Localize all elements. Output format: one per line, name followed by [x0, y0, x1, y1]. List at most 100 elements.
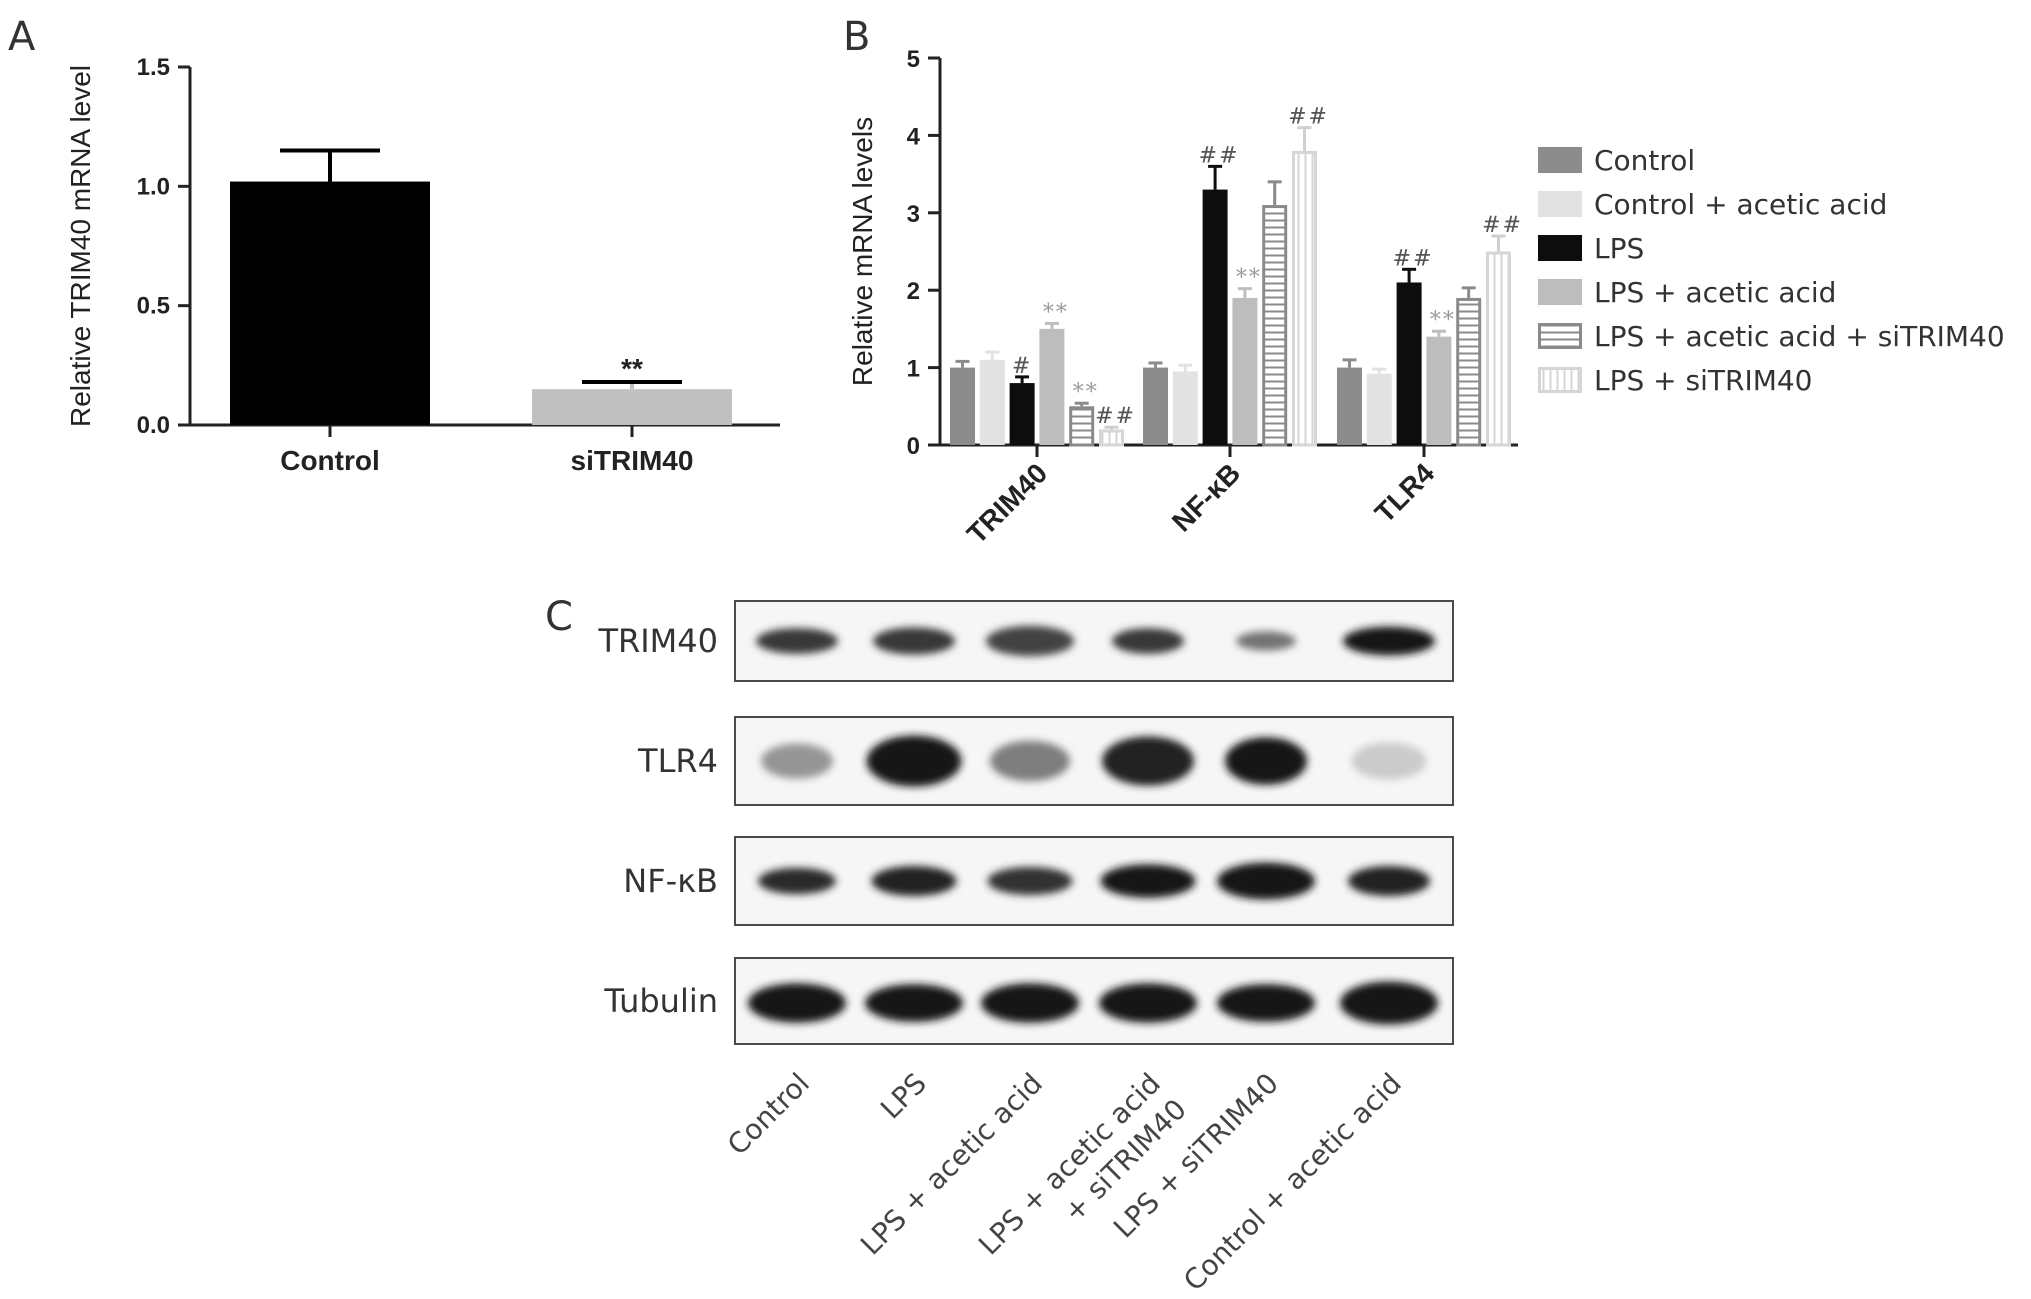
panel-c-letter: C	[545, 594, 573, 640]
legend-swatch	[1538, 323, 1582, 349]
chart-b-significance: **	[1236, 266, 1262, 291]
chart-b-bar	[1486, 251, 1511, 447]
blot-strip	[734, 716, 1454, 806]
panel-b-letter: B	[843, 14, 870, 60]
chart-b-bar	[1396, 282, 1422, 445]
chart-b-significance: ##	[1199, 143, 1240, 168]
chart-b-bar	[1202, 189, 1228, 445]
blot-band	[1099, 983, 1197, 1023]
chart-b-bar	[1143, 367, 1168, 445]
blot-band	[758, 867, 836, 895]
chart-b-significance: ##	[1095, 404, 1136, 429]
chart-a-category-label: Control	[280, 445, 380, 476]
chart-a-ytick-label: 1.0	[137, 173, 170, 200]
blot-strip	[734, 836, 1454, 926]
chart-b-significance: ##	[1288, 105, 1329, 130]
chart-b-bar	[1426, 336, 1452, 445]
blot-band	[1100, 864, 1196, 898]
chart-a-ytick-label: 1.5	[137, 54, 170, 81]
blot-band	[1343, 626, 1435, 656]
chart-b-legend: Control Control + acetic acid LPS LPS + ace…	[1538, 144, 2005, 397]
chart-b-ytick-label: 0	[907, 433, 920, 460]
chart-b-bar	[950, 367, 975, 445]
blot-row-label: TLR4	[637, 742, 718, 780]
chart-b-ytick-label: 3	[907, 201, 920, 228]
chart-b-significance: **	[1073, 380, 1099, 405]
chart-b-bar	[1232, 297, 1258, 445]
blot-band	[987, 866, 1073, 896]
blot-band	[873, 627, 955, 655]
chart-b-category-label: TRIM40	[961, 457, 1053, 549]
blot-band	[761, 743, 833, 779]
chart-b-bar	[1292, 150, 1317, 447]
chart-a-y-axis-title: Relative TRIM40 mRNA level	[65, 65, 96, 427]
blot-band	[1102, 736, 1194, 786]
blot-band	[986, 625, 1074, 657]
legend-swatch	[1538, 235, 1582, 261]
legend-label: LPS	[1594, 232, 1644, 265]
legend-swatch	[1538, 191, 1582, 217]
panel-a-letter: A	[8, 14, 36, 60]
chart-a: 0.0 0.5 1.0 1.5 Relative TRIM40 mRNA level Co…	[65, 54, 780, 476]
blot-row-label: Tubulin	[603, 982, 718, 1020]
chart-b-bar	[1039, 328, 1065, 445]
chart-a-bar	[230, 181, 430, 425]
blot-band	[756, 628, 838, 654]
blot-band	[1225, 737, 1307, 785]
blot-band	[866, 735, 962, 787]
blot-band	[1340, 981, 1438, 1025]
chart-b-bar	[1366, 373, 1392, 445]
chart-b-bar	[979, 359, 1005, 445]
chart-b-bar	[1262, 205, 1288, 447]
chart-a-significance: **	[621, 353, 643, 384]
chart-b-ytick-label: 2	[907, 278, 920, 305]
chart-b-significance: ##	[1482, 213, 1523, 238]
legend-label: Control + acetic acid	[1594, 188, 1887, 221]
blot-lane-label: Control	[721, 1067, 816, 1162]
blot-band	[865, 984, 963, 1022]
blot-band	[1236, 631, 1296, 651]
blot-band	[990, 740, 1070, 782]
chart-b-category-label: NF-κB	[1166, 457, 1246, 537]
chart-b-bar	[1172, 371, 1198, 445]
legend-swatch	[1538, 279, 1582, 305]
chart-b-category-label: TLR4	[1369, 457, 1441, 529]
blot-row-label: NF-κB	[623, 862, 718, 900]
chart-b-bar	[1337, 367, 1362, 445]
legend-swatch	[1538, 147, 1582, 173]
chart-b-ytick-label: 4	[907, 123, 921, 150]
blot-lane-label: LPS	[874, 1067, 933, 1126]
chart-b-bar	[1069, 406, 1095, 447]
blot-lane-label: Control + acetic acid	[1177, 1067, 1408, 1298]
legend-label: Control	[1594, 144, 1695, 177]
blot-strip	[734, 957, 1454, 1045]
chart-b-significance: #	[1012, 354, 1032, 379]
blot-band	[748, 983, 846, 1023]
blot-band	[1351, 742, 1427, 780]
chart-a-ytick-label: 0.0	[137, 412, 170, 439]
chart-b-y-axis-title: Relative mRNA levels	[847, 117, 878, 386]
chart-a-ytick-label: 0.5	[137, 293, 170, 320]
legend-label: LPS + siTRIM40	[1594, 364, 1813, 397]
legend-label: LPS + acetic acid + siTRIM40	[1594, 320, 2005, 353]
blot-band	[1112, 628, 1184, 654]
chart-b-bar	[1009, 383, 1035, 445]
chart-b: 0 1 2 3 4 5 Relative mRNA levels TRIM40 NF-κB TLR…	[847, 46, 1523, 550]
legend-swatch	[1538, 367, 1582, 393]
chart-b-ytick-label: 1	[907, 356, 920, 383]
chart-b-ytick-label: 5	[907, 46, 920, 73]
chart-b-bar	[1456, 297, 1482, 447]
chart-a-category-label: siTRIM40	[571, 445, 694, 476]
blot-band	[1217, 984, 1315, 1022]
chart-b-significance: **	[1430, 308, 1456, 333]
blot-band	[1217, 862, 1315, 900]
chart-b-significance: **	[1043, 300, 1069, 325]
blot-band	[871, 866, 957, 896]
legend-label: LPS + acetic acid	[1594, 276, 1836, 309]
chart-a-bar	[532, 389, 732, 425]
blot-band	[1348, 866, 1430, 896]
chart-b-bar	[1099, 429, 1124, 447]
blot-strip	[734, 600, 1454, 682]
